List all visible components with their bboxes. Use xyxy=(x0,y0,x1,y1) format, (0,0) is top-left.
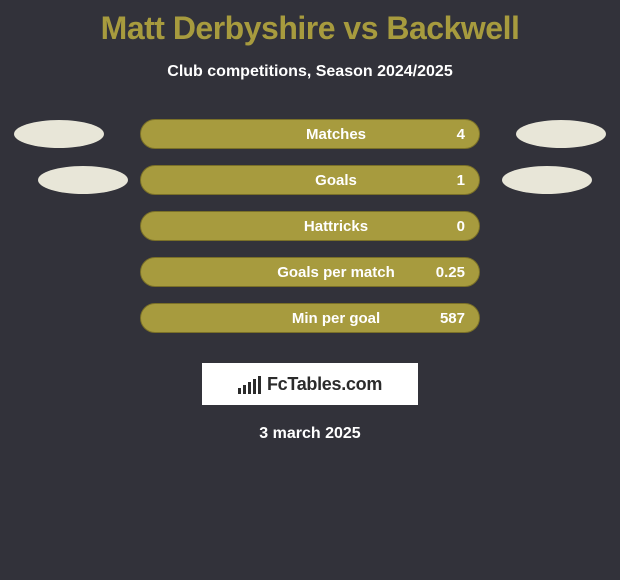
comparison-infographic: Matt Derbyshire vs Backwell Club competi… xyxy=(0,0,620,580)
logo-text: FcTables.com xyxy=(267,374,382,395)
logo-bars-icon xyxy=(238,374,261,394)
stat-row: Matches4 xyxy=(0,119,620,149)
stat-label: Hattricks xyxy=(141,212,479,242)
stat-bar: Goals per match0.25 xyxy=(140,257,480,287)
stat-bar: Goals1 xyxy=(140,165,480,195)
stat-label: Goals xyxy=(141,166,479,196)
stat-value: 0 xyxy=(457,212,465,242)
subtitle: Club competitions, Season 2024/2025 xyxy=(167,63,452,81)
date-label: 3 march 2025 xyxy=(259,425,360,443)
stat-bar: Hattricks0 xyxy=(140,211,480,241)
stat-value: 587 xyxy=(440,304,465,334)
stat-value: 1 xyxy=(457,166,465,196)
stat-bar: Min per goal587 xyxy=(140,303,480,333)
stat-label: Min per goal xyxy=(141,304,479,334)
stat-row: Goals per match0.25 xyxy=(0,257,620,287)
stat-value: 4 xyxy=(457,120,465,150)
stat-row: Goals1 xyxy=(0,165,620,195)
stat-label: Goals per match xyxy=(141,258,479,288)
logo-box: FcTables.com xyxy=(202,363,418,405)
player-ellipse-right xyxy=(516,120,606,148)
player-ellipse-left xyxy=(14,120,104,148)
stat-row: Min per goal587 xyxy=(0,303,620,333)
player-ellipse-right xyxy=(502,166,592,194)
stat-rows: Matches4Goals1Hattricks0Goals per match0… xyxy=(0,119,620,349)
stat-row: Hattricks0 xyxy=(0,211,620,241)
player-ellipse-left xyxy=(38,166,128,194)
stat-value: 0.25 xyxy=(436,258,465,288)
stat-bar: Matches4 xyxy=(140,119,480,149)
page-title: Matt Derbyshire vs Backwell xyxy=(101,10,520,47)
stat-label: Matches xyxy=(141,120,479,150)
